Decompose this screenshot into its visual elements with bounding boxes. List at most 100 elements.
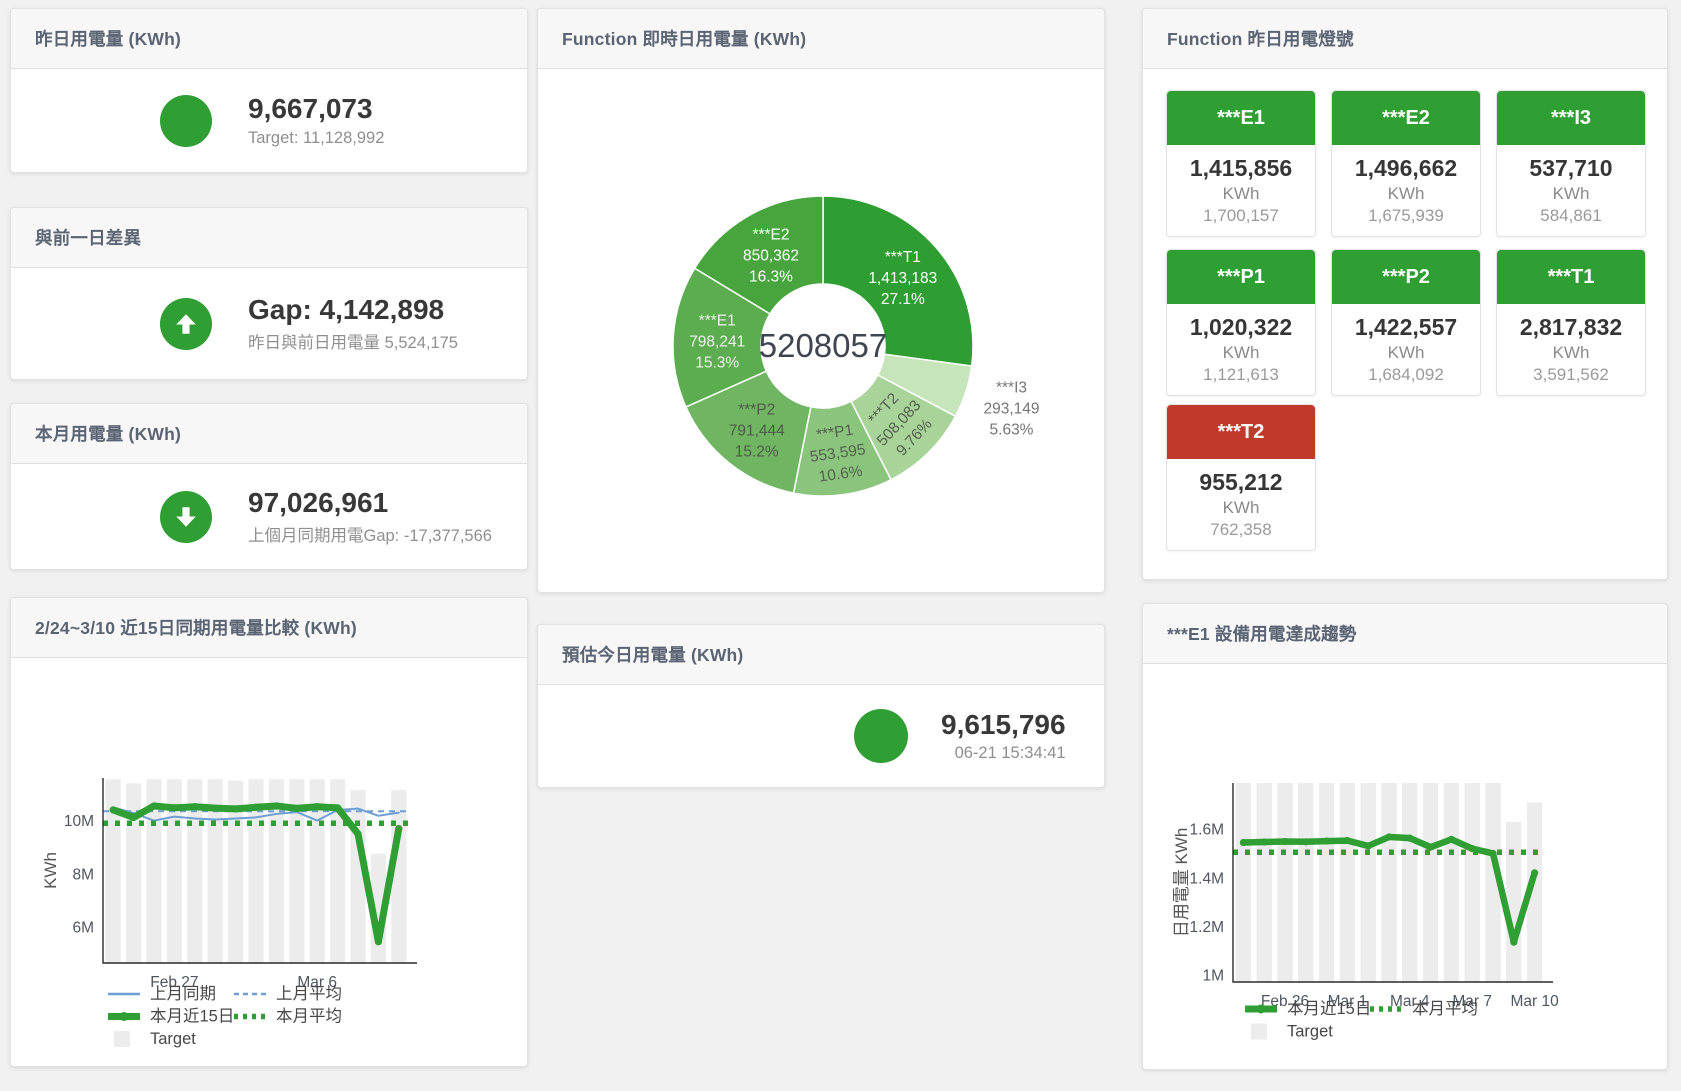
tile-target: 1,121,613: [1203, 365, 1279, 384]
data-point: [1406, 834, 1414, 842]
legend-label[interactable]: 本月近15日: [1287, 999, 1371, 1018]
data-point: [170, 804, 178, 812]
kpi-subtitle: Target: 11,128,992: [248, 128, 385, 147]
data-point: [109, 806, 117, 814]
data-point: [1302, 838, 1310, 846]
panel-title: 本月用電量 (KWh): [11, 404, 527, 464]
axes: [1232, 783, 1553, 983]
donut-slice-P2[interactable]: [684, 370, 812, 494]
target-bar: [1485, 783, 1501, 982]
legend-label[interactable]: 本月平均: [1412, 999, 1478, 1018]
panel-estimate-today: 預估今日用電量 (KWh) 9,615,796 06-21 15:34:41: [537, 624, 1105, 788]
legend-label[interactable]: 上月同期: [150, 984, 216, 1003]
legend[interactable]: 本月近15日 本月平均 Target: [1245, 999, 1478, 1041]
legend-swatch: [1251, 1023, 1267, 1040]
legend-label[interactable]: 本月近15日: [150, 1007, 234, 1026]
data-point: [1427, 843, 1435, 851]
panel-title: 預估今日用電量 (KWh): [538, 625, 1104, 685]
tile-unit: KWh: [1387, 343, 1425, 362]
y-tick-label: 8M: [72, 866, 94, 883]
tile-value: 1,415,856: [1189, 155, 1293, 181]
data-point: [1281, 837, 1289, 846]
target-bar: [1235, 783, 1252, 982]
arrow-up-icon: [160, 297, 212, 350]
tile-unit: KWh: [1552, 343, 1590, 362]
y-tick-label: 6M: [72, 920, 94, 937]
axes: [102, 778, 417, 964]
donut-slice-E1[interactable]: [672, 267, 772, 408]
target-bar: [1381, 783, 1397, 982]
panel-month-usage: 本月用電量 (KWh) 97,026,961 上個月同期用電Gap: -17,3…: [10, 403, 528, 570]
kpi-value: 97,026,961: [248, 486, 389, 518]
target-bar: [289, 779, 305, 963]
y-axis-title: 日用電量 KWh: [1172, 828, 1191, 938]
x-tick-label: Mar 6: [297, 974, 337, 991]
legend-label[interactable]: 本月平均: [276, 1007, 342, 1026]
panel-title: 與前一日差異: [11, 208, 527, 268]
tile-unit: KWh: [1222, 184, 1260, 203]
compare-line-chart[interactable]: 6M 8M 10M Feb 27 Mar 6 KWh 上月同期 上月平均 本月近15日 本月平均 T…: [11, 658, 527, 1066]
trend-line-chart[interactable]: 1M 1.2M 1.4M 1.6M Feb 26 Mar 1 Mar 4 Mar 7 Mar 1…: [1143, 664, 1667, 1069]
data-point: [313, 803, 321, 811]
lamp-tile-I3: ***I3 537,710 KWh 584,861: [1496, 90, 1646, 237]
tile-value: 1,496,662: [1354, 155, 1458, 181]
arrow-down-icon: [160, 490, 212, 543]
tile-name: ***E1: [1167, 91, 1315, 145]
x-tick-label: Feb 27: [150, 974, 198, 991]
legend-label[interactable]: Target: [150, 1030, 196, 1048]
lamp-tile-grid: ***E1 1,415,856 KWh 1,700,157 ***E2 1,496,662…: [1143, 69, 1667, 579]
tile-unit: KWh: [1387, 184, 1425, 203]
status-circle-icon: [854, 709, 908, 763]
tile-name: ***T2: [1167, 405, 1315, 459]
kpi-subtitle: 昨日與前日用電量 5,524,175: [248, 334, 458, 353]
x-tick-label: Mar 1: [1328, 993, 1368, 1010]
data-point: [1531, 869, 1539, 877]
donut-chart[interactable]: ***T1 1,413,183 27.1% ***I3 293,149 5.63% ***T…: [538, 69, 1104, 592]
x-tick-label: Mar 4: [1390, 993, 1430, 1010]
x-tick-label: Mar 10: [1510, 993, 1559, 1010]
data-point: [1364, 842, 1372, 850]
kpi-timestamp: 06-21 15:34:41: [954, 744, 1066, 763]
lamp-tile-T1: ***T1 2,817,832 KWh 3,591,562: [1496, 249, 1646, 396]
data-point: [130, 813, 138, 821]
tile-name: ***E2: [1332, 91, 1480, 145]
data-point: [232, 805, 240, 813]
tile-value: 1,422,557: [1354, 314, 1458, 340]
y-tick-label: 1.2M: [1190, 919, 1224, 936]
lamp-tile-E2: ***E2 1,496,662 KWh 1,675,939: [1331, 90, 1481, 237]
data-point: [334, 804, 342, 812]
panel-title: ***E1 設備用電達成趨勢: [1143, 604, 1667, 664]
donut-center-total: 5208057: [759, 327, 887, 364]
donut-slice-E2[interactable]: [693, 195, 824, 315]
tile-unit: KWh: [1222, 498, 1260, 517]
legend-label[interactable]: 上月平均: [276, 984, 342, 1003]
tile-target: 3,591,562: [1533, 365, 1609, 384]
legend-label[interactable]: Target: [1287, 1023, 1333, 1041]
tile-target: 762,358: [1210, 520, 1272, 539]
target-bar: [1402, 783, 1418, 982]
donut-slice-T1[interactable]: [822, 195, 974, 367]
donut-svg[interactable]: ***T1 1,413,183 27.1%***I3 293,149 5.63%***T…: [538, 69, 1104, 592]
target-bar: [1443, 783, 1460, 982]
target-bar: [1464, 783, 1480, 982]
data-point: [150, 802, 158, 810]
panel-title: 2/24~3/10 近15日同期用電量比較 (KWh): [11, 598, 527, 658]
tile-unit: KWh: [1222, 343, 1260, 362]
tile-value: 2,817,832: [1519, 314, 1623, 340]
tile-name: ***T1: [1497, 250, 1645, 304]
data-point: [1489, 849, 1497, 858]
kpi-subtitle: 上個月同期用電Gap: -17,377,566: [248, 527, 492, 546]
donut-slice-label: ***P2 791,444 15.2%: [729, 402, 785, 461]
tile-value: 537,710: [1529, 155, 1613, 181]
legend-swatch: [114, 1031, 130, 1047]
status-circle-icon: [160, 94, 212, 147]
data-point: [293, 804, 301, 812]
tile-name: ***P1: [1167, 250, 1315, 304]
y-axis-title: KWh: [41, 852, 60, 889]
target-bar: [1298, 783, 1314, 982]
